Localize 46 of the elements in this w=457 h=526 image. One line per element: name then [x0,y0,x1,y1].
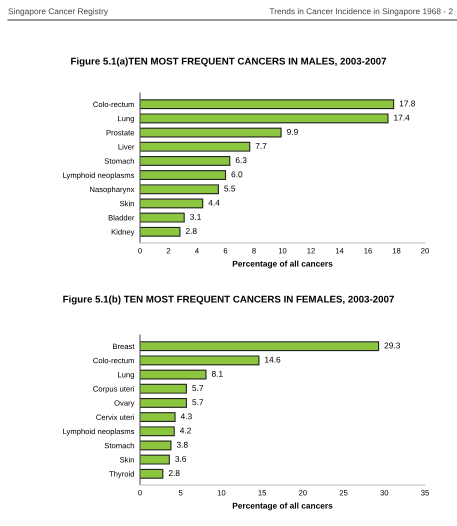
data-label: 4.4 [208,200,220,206]
data-label: 2.8 [186,228,197,234]
bar [140,226,180,237]
bar [140,412,176,422]
bar [140,468,164,479]
data-label: 7.7 [256,143,266,149]
bar [140,156,230,166]
data-label: 3.6 [175,456,186,462]
data-label: 5.7 [192,385,204,391]
x-axis-title: Percentage of all cancers [232,260,332,268]
text: Singapore Cancer Registry [8,8,108,16]
bar [140,341,380,352]
data-label: 29.3 [384,342,400,348]
data-label: 17.4 [394,114,410,121]
bar [140,128,282,138]
data-label: 9.9 [287,128,298,135]
bar [140,99,394,110]
chart-title: Figure 5.1(a)TEN MOST FREQUENT CANCERS IN MALES, 2003-2007 [71,57,386,67]
data-label: 14.6 [265,356,280,363]
data-label: 2.8 [168,470,180,476]
data-label: 5.7 [192,399,204,406]
data-label: 5.5 [224,186,236,192]
data-label: 4.3 [180,413,192,420]
bar [140,426,175,436]
text: Trends in Cancer Incidence in Singapore 1968 - 2 [270,8,453,16]
data-label: 3.8 [176,442,188,448]
chart-title: Figure 5.1(b) TEN MOST FREQUENT CANCERS IN FEMALES, 2003-2007 [63,295,394,305]
bar [140,384,187,394]
data-label: 8.1 [212,370,223,377]
data-label: 4.2 [180,428,191,434]
bar [140,440,172,450]
bar [140,370,207,380]
data-label: 3.1 [190,214,201,220]
bar [140,113,389,124]
bar [140,142,250,152]
bar [140,454,170,465]
bar [140,198,204,208]
bar [140,170,226,180]
data-label: 17.8 [400,100,416,106]
bar [140,212,185,223]
data-label: 6.0 [231,171,242,178]
bar [140,184,219,194]
x-axis-title: Percentage of all cancers [232,502,332,510]
bar [140,398,187,408]
bar [140,355,260,366]
data-label: 6.3 [236,157,247,164]
